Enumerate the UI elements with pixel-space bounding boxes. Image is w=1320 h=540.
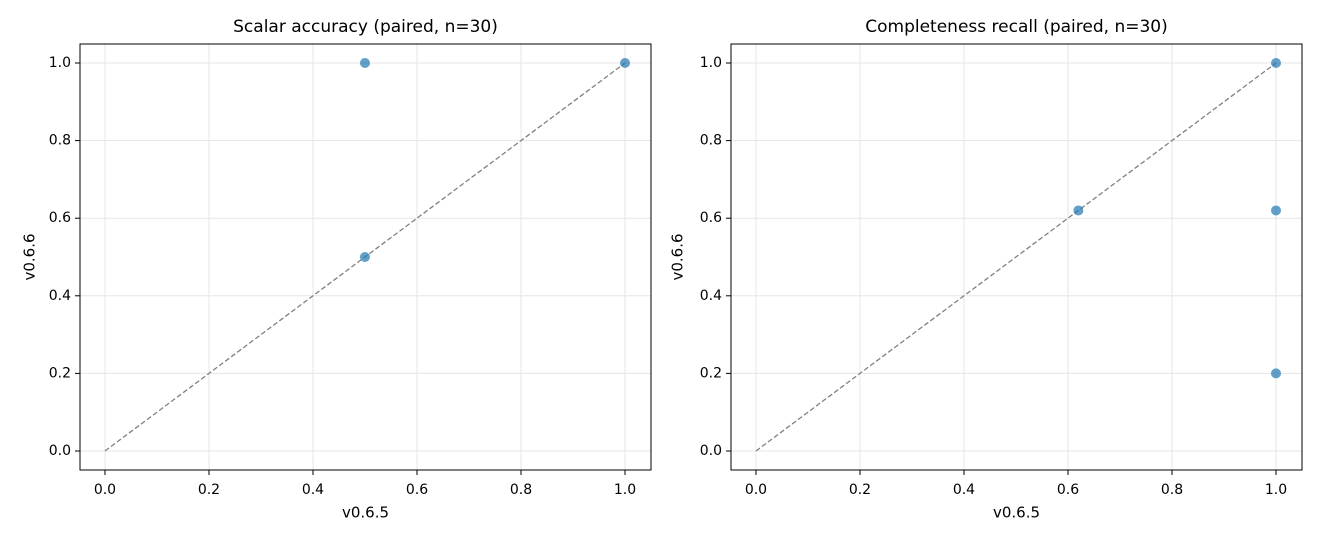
x-tick-label: 1.0 xyxy=(614,482,636,498)
x-tick-label: 0.2 xyxy=(849,482,871,498)
x-axis-label: v0.6.5 xyxy=(342,504,389,522)
y-tick-label: 0.2 xyxy=(700,365,722,381)
y-tick-label: 0.8 xyxy=(49,133,71,149)
y-tick-label: 0.4 xyxy=(49,288,71,304)
point xyxy=(359,58,370,69)
x-tick-label: 0.4 xyxy=(302,482,324,498)
x-tick-label: 0.8 xyxy=(510,482,532,498)
y-tick-label: 0.6 xyxy=(700,210,722,226)
x-tick-label: 0.8 xyxy=(1161,482,1183,498)
point xyxy=(619,58,630,69)
x-tick-label: 0.6 xyxy=(1057,482,1079,498)
chart-title: Scalar accuracy (paired, n=30) xyxy=(233,17,498,37)
y-tick-label: 1.0 xyxy=(700,55,722,71)
x-tick-label: 0.2 xyxy=(198,482,220,498)
y-tick-label: 1.0 xyxy=(49,55,71,71)
x-tick-label: 0.0 xyxy=(745,482,767,498)
y-tick-label: 0.8 xyxy=(700,133,722,149)
reference-line xyxy=(755,62,1277,452)
y-tick-label: 0.0 xyxy=(49,443,71,459)
point xyxy=(359,252,370,262)
x-tick-label: 0.0 xyxy=(94,482,116,498)
y-tick-label: 0.4 xyxy=(700,288,722,304)
x-tick-label: 0.4 xyxy=(953,482,975,498)
point xyxy=(1270,205,1281,216)
point xyxy=(1270,368,1281,379)
y-tick-label: 0.2 xyxy=(49,365,71,381)
plot-frame xyxy=(730,43,1303,471)
x-axis-label: v0.6.5 xyxy=(993,504,1040,522)
y-axis-label: v0.6.6 xyxy=(669,233,687,280)
plot-frame xyxy=(79,43,652,471)
y-axis-label: v0.6.6 xyxy=(21,233,39,280)
point xyxy=(1270,58,1281,69)
point xyxy=(1073,205,1084,216)
x-tick-label: 0.6 xyxy=(406,482,428,498)
x-tick-label: 1.0 xyxy=(1265,482,1287,498)
y-tick-label: 0.0 xyxy=(700,443,722,459)
y-tick-label: 0.6 xyxy=(49,210,71,226)
chart-title: Completeness recall (paired, n=30) xyxy=(865,17,1168,37)
